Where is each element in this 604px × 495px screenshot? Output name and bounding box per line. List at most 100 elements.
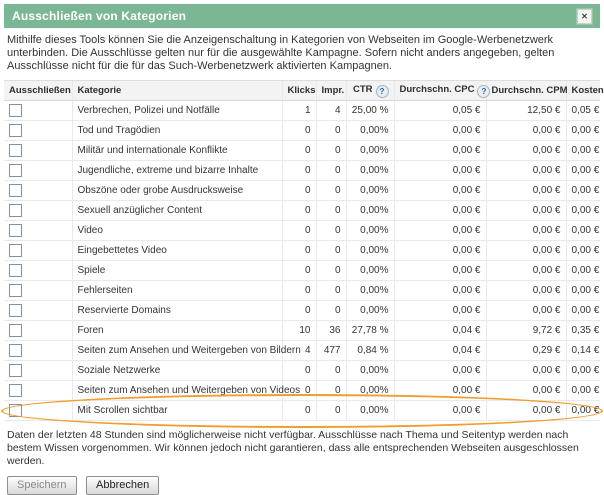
category-label: Militär und internationale Konflikte xyxy=(77,145,228,156)
impr-cell: 36 xyxy=(315,320,346,341)
impr-cell: 0 xyxy=(315,240,346,261)
exclude-checkbox[interactable] xyxy=(9,284,22,297)
cpm-cell: 0,00 € xyxy=(485,120,566,141)
header-ctr: CTR? xyxy=(345,80,394,101)
cpm-cell: 9,72 € xyxy=(485,320,566,341)
header-cpm: Durchschn. CPM xyxy=(485,80,568,101)
category-label: Eingebettetes Video xyxy=(77,245,167,256)
kosten-cell: 0,00 € xyxy=(565,120,600,141)
exclude-checkbox[interactable] xyxy=(9,124,22,137)
cpc-cell: 0,00 € xyxy=(393,400,486,421)
cpc-cell: 0,00 € xyxy=(393,260,486,281)
exclude-checkbox[interactable] xyxy=(9,164,22,177)
cpc-cell: 0,00 € xyxy=(393,120,486,141)
klicks-cell: 0 xyxy=(281,180,316,201)
category-label: Jugendliche, extreme und bizarre Inhalte xyxy=(77,165,259,176)
exclude-checkbox[interactable] xyxy=(9,224,22,237)
table-row: Fehlerseiten 0 0 0,00% 0,00 € 0,00 € 0,0… xyxy=(4,280,600,301)
category-label: Spiele xyxy=(77,265,106,276)
category-label: Verbrechen, Polizei und Notfälle xyxy=(77,105,220,116)
exclude-checkbox[interactable] xyxy=(9,184,22,197)
ctr-cell: 0,00% xyxy=(345,280,394,301)
exclude-cell xyxy=(4,140,72,161)
category-cell: Mit Scrollen sichtbar xyxy=(71,400,282,421)
header-klicks: Klicks xyxy=(281,80,316,101)
dialog-title: Ausschließen von Kategorien xyxy=(12,9,187,23)
impr-cell: 4 xyxy=(315,100,346,121)
category-cell: Spiele xyxy=(71,260,282,281)
table-row: Video 0 0 0,00% 0,00 € 0,00 € 0,00 € xyxy=(4,220,600,241)
ctr-cell: 0,00% xyxy=(345,160,394,181)
exclude-cell xyxy=(4,220,72,241)
table-row: Reservierte Domains 0 0 0,00% 0,00 € 0,0… xyxy=(4,300,600,321)
table-row: Obszöne oder grobe Ausdrucksweise 0 0 0,… xyxy=(4,180,600,201)
ctr-cell: 0,00% xyxy=(345,220,394,241)
exclude-checkbox[interactable] xyxy=(9,324,22,337)
cpc-cell: 0,00 € xyxy=(393,360,486,381)
header-category: Kategorie xyxy=(71,80,282,101)
cpm-cell: 0,00 € xyxy=(485,300,566,321)
cancel-button[interactable]: Abbrechen xyxy=(86,476,160,495)
impr-cell: 0 xyxy=(315,400,346,421)
cpc-cell: 0,00 € xyxy=(393,220,486,241)
table-header-row: Ausschließen Kategorie Klicks Impr. CTR?… xyxy=(4,80,604,101)
exclude-cell xyxy=(4,320,72,341)
impr-cell: 0 xyxy=(315,380,346,401)
category-label: Mit Scrollen sichtbar xyxy=(77,405,168,416)
category-cell: Foren xyxy=(71,320,282,341)
ctr-cell: 0,00% xyxy=(345,260,394,281)
ctr-cell: 0,00% xyxy=(345,380,394,401)
help-icon[interactable]: ? xyxy=(477,84,491,98)
cpc-cell: 0,00 € xyxy=(393,300,486,321)
cpm-cell: 0,00 € xyxy=(485,160,566,181)
help-icon[interactable]: ? xyxy=(375,84,389,98)
exclude-checkbox[interactable] xyxy=(9,104,22,117)
impr-cell: 0 xyxy=(315,140,346,161)
cpc-cell: 0,00 € xyxy=(393,180,486,201)
ctr-cell: 0,00% xyxy=(345,120,394,141)
cpm-cell: 0,00 € xyxy=(485,140,566,161)
cpm-cell: 0,00 € xyxy=(485,380,566,401)
category-cell: Soziale Netzwerke xyxy=(71,360,282,381)
category-cell: Obszöne oder grobe Ausdrucksweise xyxy=(71,180,282,201)
ctr-cell: 27,78 % xyxy=(345,320,394,341)
button-row: Speichern Abbrechen xyxy=(7,475,597,495)
cpc-cell: 0,04 € xyxy=(393,320,486,341)
close-icon[interactable]: ✕ xyxy=(577,8,592,24)
exclude-cell xyxy=(4,340,72,361)
kosten-cell: 0,35 € xyxy=(565,320,600,341)
category-cell: Verbrechen, Polizei und Notfälle xyxy=(71,100,282,121)
exclude-checkbox[interactable] xyxy=(9,244,22,257)
exclude-checkbox[interactable] xyxy=(9,384,22,397)
exclude-checkbox[interactable] xyxy=(9,364,22,377)
cpm-cell: 0,00 € xyxy=(485,220,566,241)
category-label: Fehlerseiten xyxy=(77,285,133,296)
dialog-description: Mithilfe dieses Tools können Sie die Anz… xyxy=(7,34,555,72)
save-button[interactable]: Speichern xyxy=(7,476,77,495)
impr-cell: 0 xyxy=(315,300,346,321)
kosten-cell: 0,00 € xyxy=(565,140,600,161)
impr-cell: 477 xyxy=(315,340,346,361)
kosten-cell: 0,00 € xyxy=(565,160,600,181)
exclude-cell xyxy=(4,120,72,141)
klicks-cell: 0 xyxy=(281,120,316,141)
category-cell: Fehlerseiten xyxy=(71,280,282,301)
klicks-cell: 0 xyxy=(281,200,316,221)
exclude-checkbox[interactable] xyxy=(9,344,22,357)
table-row: Verbrechen, Polizei und Notfälle 1 4 25,… xyxy=(4,100,600,121)
exclude-checkbox[interactable] xyxy=(9,144,22,157)
exclude-checkbox[interactable] xyxy=(9,204,22,217)
category-label: Seiten zum Ansehen und Weitergeben von V… xyxy=(77,385,301,396)
category-label: Obszöne oder grobe Ausdrucksweise xyxy=(77,185,244,196)
kosten-cell: 0,00 € xyxy=(565,240,600,261)
kosten-cell: 0,00 € xyxy=(565,400,600,421)
exclude-cell xyxy=(4,100,72,121)
cpc-cell: 0,00 € xyxy=(393,160,486,181)
cpc-cell: 0,00 € xyxy=(393,240,486,261)
exclude-checkbox[interactable] xyxy=(9,304,22,317)
cpm-cell: 0,00 € xyxy=(485,360,566,381)
exclude-checkbox[interactable] xyxy=(9,264,22,277)
exclude-checkbox[interactable] xyxy=(9,404,22,417)
impr-cell: 0 xyxy=(315,360,346,381)
exclude-cell xyxy=(4,280,72,301)
